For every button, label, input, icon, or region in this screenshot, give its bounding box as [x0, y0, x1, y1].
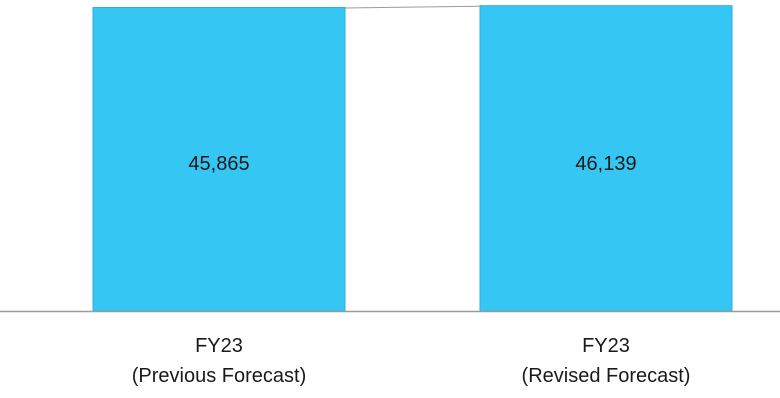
- tick-label-2-line-1: FY23: [582, 335, 630, 357]
- data-label-1: 45,865: [188, 153, 249, 175]
- data-label-2: 46,139: [575, 153, 636, 175]
- tick-label-1-line-2: (Previous Forecast): [132, 365, 307, 387]
- bar-connector-line: [344, 5, 481, 9]
- bars-layer: [92, 5, 733, 312]
- tick-label-1-line-1: FY23: [195, 335, 243, 357]
- tick-label-2-line-2: (Revised Forecast): [522, 365, 691, 387]
- tick-labels-layer: FY23 (Previous Forecast) FY23 (Revised Fore…: [132, 335, 691, 387]
- bar-2: [479, 5, 733, 312]
- labels-layer: 45,865 46,139: [188, 153, 636, 175]
- bar-1: [92, 7, 346, 312]
